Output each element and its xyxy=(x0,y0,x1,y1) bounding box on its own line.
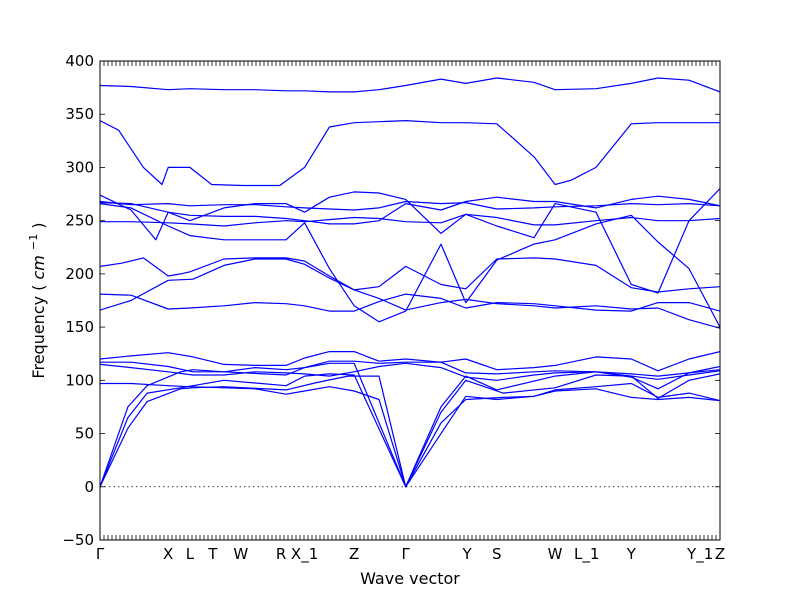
band-line-15 xyxy=(100,195,720,225)
band-line-13 xyxy=(100,213,720,227)
band-line-17 xyxy=(100,77,720,93)
band-line-1 xyxy=(100,375,720,488)
x-tick-label: Γ xyxy=(96,545,105,563)
y-axis-ticks: −50 0 50 100 150 200 250 300 350 400 xyxy=(62,52,720,549)
y-axis-label-text: Frequency xyxy=(29,296,48,379)
x-tick-label: L xyxy=(186,545,195,563)
x-tick-label: Γ xyxy=(401,545,410,563)
y-tick-label: 200 xyxy=(65,265,94,283)
band-line-2 xyxy=(100,373,720,488)
x-axis-label: Wave vector xyxy=(360,569,460,588)
y-tick-label: 0 xyxy=(84,478,94,496)
y-tick-label: 400 xyxy=(65,52,94,70)
x-tick-label: X_1 xyxy=(291,545,318,564)
band-line-6 xyxy=(100,360,720,377)
x-tick-label: Z xyxy=(349,545,359,563)
y-tick-label: 150 xyxy=(65,318,94,336)
x-tick-label: Y_1 xyxy=(686,545,713,564)
x-tick-label: Y xyxy=(461,545,472,563)
band-line-4 xyxy=(100,382,720,488)
y-axis-label-unit-exponent: −1 xyxy=(27,234,40,250)
y-tick-label: 300 xyxy=(65,158,94,176)
band-line-16 xyxy=(100,120,720,187)
band-line-10 xyxy=(100,257,720,293)
x-tick-label: W xyxy=(233,545,248,563)
band-line-3 xyxy=(100,362,720,488)
y-axis-label-open-paren: ( xyxy=(29,285,48,291)
y-axis-label-close-paren: ) xyxy=(29,222,48,228)
y-tick-label: 250 xyxy=(65,212,94,230)
y-axis-label-unit: cm xyxy=(29,255,48,279)
y-tick-label: 350 xyxy=(65,105,94,123)
x-tick-label: X xyxy=(163,545,173,563)
y-tick-label: −50 xyxy=(62,531,94,549)
band-line-14 xyxy=(100,200,720,211)
band-line-7 xyxy=(100,351,720,372)
y-axis-label: Frequency ( cm −1 ) xyxy=(22,222,48,378)
y-tick-label: 50 xyxy=(75,425,94,443)
y-tick-label: 100 xyxy=(65,371,94,389)
x-tick-label: W xyxy=(548,545,563,563)
band-line-9 xyxy=(100,293,720,312)
x-axis-ticks: Γ X L T W R X_1 Z Γ Y S W L_1 Y Y_1 Z xyxy=(96,61,725,564)
band-line-8 xyxy=(100,258,720,329)
x-tick-label: T xyxy=(207,545,218,563)
plot-frame xyxy=(99,60,721,541)
band-lines xyxy=(100,77,720,488)
x-tick-label: S xyxy=(492,545,502,563)
x-tick-label: Y xyxy=(626,545,637,563)
x-tick-label: R xyxy=(276,545,286,563)
x-tick-label: Z xyxy=(715,545,725,563)
x-tick-label: L_1 xyxy=(574,545,599,564)
band-line-12 xyxy=(100,188,720,294)
band-line-5 xyxy=(100,362,720,381)
